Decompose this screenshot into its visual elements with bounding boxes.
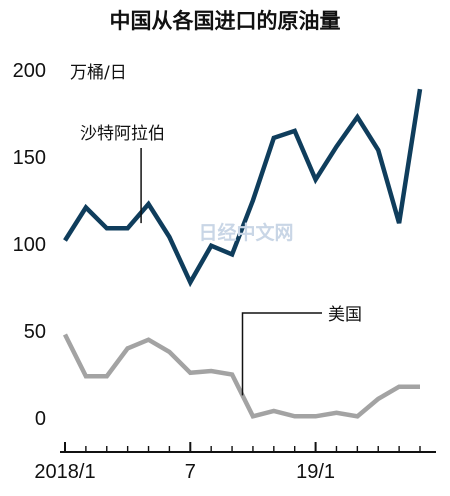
y-axis: 0 50 100 150 200: [13, 60, 46, 430]
y-tick-label: 0: [35, 408, 46, 430]
x-tick-label: 7: [185, 461, 196, 483]
us-label: 美国: [328, 305, 362, 325]
unit-label: 万桶/日: [70, 63, 127, 83]
y-tick-label: 50: [24, 321, 46, 343]
watermark: 日经中文网: [198, 221, 293, 244]
saudi-label: 沙特阿拉伯: [80, 124, 165, 144]
y-tick-label: 100: [13, 234, 46, 256]
series-line-0: [63, 88, 423, 288]
y-tick-label: 200: [13, 60, 46, 82]
series-layer: [62, 88, 423, 419]
x-tick-label: 19/1: [296, 461, 335, 483]
us-leader-line: [241, 312, 322, 396]
x-axis: 2018/1 7 19/1: [34, 442, 436, 483]
x-tick-label: 2018/1: [34, 461, 95, 483]
chart-title: 中国从各国进口的原油量: [110, 9, 341, 33]
series-line-1: [62, 333, 420, 419]
y-tick-label: 150: [13, 147, 46, 169]
